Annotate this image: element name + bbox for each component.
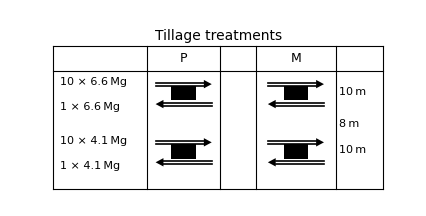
Polygon shape xyxy=(268,158,276,167)
Polygon shape xyxy=(204,80,212,88)
Text: M: M xyxy=(291,52,301,65)
Text: 1 × 4.1 Mg: 1 × 4.1 Mg xyxy=(60,161,120,171)
Bar xyxy=(284,86,308,100)
Text: 8 m: 8 m xyxy=(339,119,359,129)
Text: 10 m: 10 m xyxy=(339,87,366,97)
Bar xyxy=(284,145,308,159)
Bar xyxy=(171,145,196,159)
Polygon shape xyxy=(316,80,324,88)
Polygon shape xyxy=(204,138,212,146)
Text: 10 m: 10 m xyxy=(339,145,366,155)
Text: 1 × 6.6 Mg: 1 × 6.6 Mg xyxy=(60,102,120,112)
Polygon shape xyxy=(268,100,276,108)
Text: 10 × 6.6 Mg: 10 × 6.6 Mg xyxy=(60,78,127,87)
Text: 10 × 4.1 Mg: 10 × 4.1 Mg xyxy=(60,136,127,146)
Text: P: P xyxy=(180,52,187,65)
Polygon shape xyxy=(316,138,324,146)
Polygon shape xyxy=(155,158,164,167)
Text: Tillage treatments: Tillage treatments xyxy=(155,29,282,43)
Polygon shape xyxy=(155,100,164,108)
Bar xyxy=(171,86,196,100)
